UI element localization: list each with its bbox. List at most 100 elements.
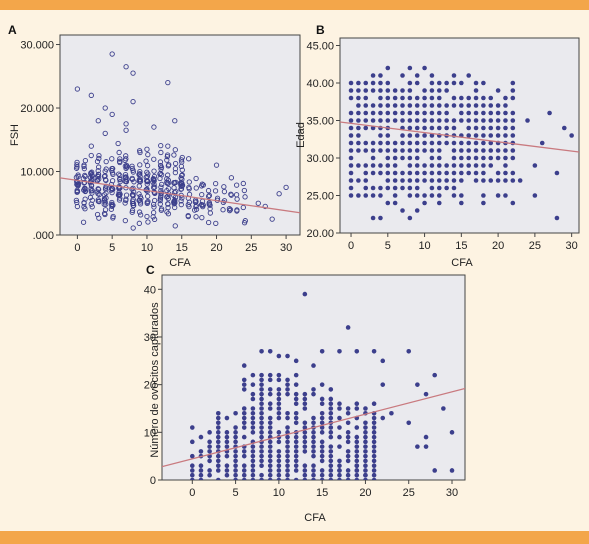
y-tick-label: .000 <box>33 230 54 242</box>
data-point <box>414 178 420 183</box>
data-point <box>186 156 192 162</box>
data-point <box>110 213 116 220</box>
data-point <box>510 155 516 161</box>
data-point <box>348 125 354 131</box>
data-point <box>354 439 360 445</box>
data-point <box>144 169 150 175</box>
data-point <box>158 142 164 149</box>
data-point <box>224 444 230 449</box>
data-point <box>444 88 449 93</box>
data-point <box>400 73 405 78</box>
data-point <box>250 472 256 478</box>
data-point <box>171 201 177 207</box>
data-point <box>88 152 94 159</box>
data-point <box>510 125 516 131</box>
data-point <box>459 163 464 168</box>
data-point <box>337 468 342 473</box>
data-point <box>233 458 238 464</box>
data-point <box>109 186 115 192</box>
data-point <box>436 163 442 168</box>
data-point <box>371 477 377 480</box>
data-point <box>422 95 427 101</box>
data-point <box>363 463 368 468</box>
data-point <box>370 73 376 78</box>
data-point <box>363 140 369 146</box>
data-point <box>414 118 420 123</box>
data-point <box>363 95 369 101</box>
data-point <box>228 192 234 198</box>
data-point <box>407 185 413 191</box>
data-point <box>370 193 376 198</box>
data-point <box>233 434 238 440</box>
data-point <box>451 163 457 168</box>
data-point <box>285 434 290 440</box>
data-point <box>285 453 290 459</box>
data-point <box>94 158 101 165</box>
data-point <box>123 174 129 180</box>
data-point <box>88 170 94 176</box>
data-point <box>137 162 143 168</box>
data-point <box>207 468 212 473</box>
data-point <box>215 477 221 480</box>
data-point <box>356 110 361 116</box>
data-point <box>311 472 316 478</box>
data-point <box>178 201 184 208</box>
data-point <box>81 180 87 186</box>
data-point <box>158 172 165 178</box>
y-tick-label: 10 <box>144 427 156 439</box>
data-point <box>432 468 438 473</box>
data-point <box>481 125 486 131</box>
data-point <box>172 197 178 203</box>
data-point <box>510 170 516 176</box>
x-tick-label: 0 <box>348 240 354 252</box>
x-axis-label: CFA <box>304 512 326 524</box>
data-point <box>95 186 101 192</box>
data-point <box>293 420 299 426</box>
data-point <box>144 199 150 205</box>
data-point <box>179 172 185 179</box>
data-point <box>319 401 325 407</box>
data-point <box>429 80 435 86</box>
data-point <box>259 410 264 416</box>
data-point <box>117 191 123 197</box>
data-point <box>319 396 325 402</box>
data-point <box>116 171 122 177</box>
data-point <box>199 191 205 198</box>
data-point <box>250 420 256 426</box>
data-point <box>371 463 377 468</box>
data-point <box>276 410 282 416</box>
data-point <box>293 449 299 454</box>
data-point <box>137 201 144 207</box>
data-point <box>371 472 377 478</box>
data-point <box>302 444 308 449</box>
data-point <box>285 468 290 473</box>
data-point <box>378 73 383 78</box>
data-point <box>207 449 212 454</box>
data-point <box>345 449 351 454</box>
data-point <box>451 140 457 146</box>
data-point <box>488 155 494 161</box>
data-point <box>495 88 501 93</box>
data-point <box>241 453 247 459</box>
data-point <box>422 125 427 131</box>
x-tick-label: 25 <box>403 487 415 499</box>
data-point <box>302 468 308 473</box>
data-point <box>143 158 149 164</box>
data-point <box>414 208 420 213</box>
data-point <box>354 348 360 354</box>
data-point <box>259 406 264 411</box>
data-point <box>422 163 427 168</box>
data-point <box>145 219 151 225</box>
data-point <box>241 477 247 480</box>
data-point <box>451 155 457 161</box>
data-point <box>165 172 171 178</box>
data-point <box>495 193 501 198</box>
data-point <box>241 377 247 383</box>
data-point <box>276 458 282 464</box>
data-point <box>466 148 471 153</box>
data-point <box>422 118 427 123</box>
data-point <box>81 162 87 168</box>
data-point <box>109 111 115 118</box>
data-point <box>348 80 354 86</box>
data-point <box>363 80 369 86</box>
